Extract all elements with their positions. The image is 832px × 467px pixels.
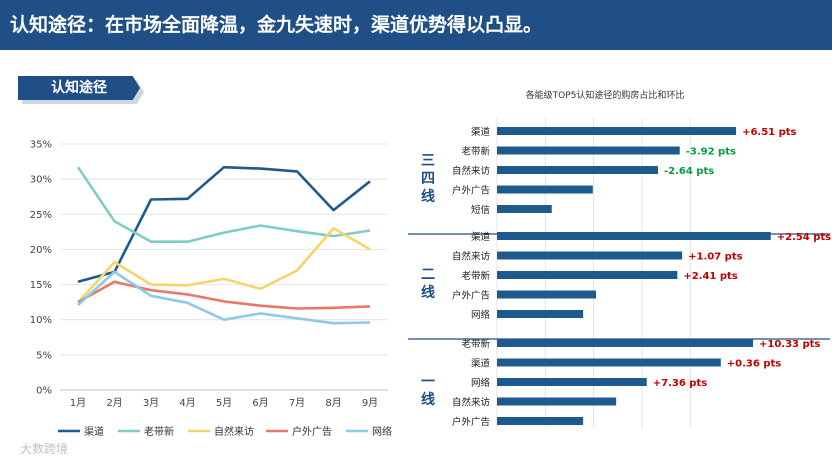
x-tick-label: 4月 bbox=[179, 397, 195, 409]
bar bbox=[497, 127, 737, 135]
bar-change-label: +2.54 pts bbox=[777, 232, 831, 243]
x-tick-label: 8月 bbox=[325, 397, 341, 409]
x-tick-label: 2月 bbox=[106, 397, 122, 409]
bar bbox=[497, 232, 771, 240]
page-title: 认知途径：在市场全面降温，金九失速时，渠道优势得以凸显。 bbox=[10, 14, 543, 36]
bar bbox=[497, 417, 584, 425]
legend-label: 渠道 bbox=[84, 425, 104, 438]
x-tick-label: 1月 bbox=[70, 397, 86, 409]
bar-change-label: -2.64 pts bbox=[664, 166, 714, 177]
bar-category-label: 短信 bbox=[471, 204, 490, 216]
series-line-渠道 bbox=[77, 165, 371, 284]
group-label: 二线 bbox=[421, 267, 435, 301]
bar bbox=[497, 358, 721, 367]
bar-change-label: +2.41 pts bbox=[683, 271, 737, 282]
group-label: 三四线 bbox=[421, 153, 435, 205]
bar bbox=[497, 290, 597, 299]
page-header: 认知途径：在市场全面降温，金九失速时，渠道优势得以凸显。 bbox=[0, 0, 832, 50]
bar bbox=[497, 310, 584, 318]
bar-category-label: 网络 bbox=[471, 377, 491, 389]
watermark-text: 大数跨境 bbox=[20, 442, 69, 456]
bar-category-label: 自然来访 bbox=[452, 251, 491, 263]
bar-category-label: 自然来访 bbox=[452, 165, 491, 177]
bar bbox=[497, 185, 593, 194]
bar bbox=[497, 166, 658, 174]
series-line-自然来访 bbox=[77, 227, 371, 304]
series-line-网络 bbox=[77, 270, 371, 325]
y-tick-label: 15% bbox=[30, 280, 52, 291]
y-tick-label: 20% bbox=[30, 245, 52, 256]
bar bbox=[497, 205, 552, 213]
bar bbox=[497, 397, 617, 406]
bar-category-label: 自然来访 bbox=[452, 397, 491, 409]
bar-change-label: +10.33 pts bbox=[759, 339, 820, 350]
x-tick-label: 6月 bbox=[252, 397, 268, 409]
section-tag: 认知途径 bbox=[18, 76, 144, 104]
bar-category-label: 老带新 bbox=[461, 146, 490, 158]
y-tick-label: 35% bbox=[30, 140, 52, 151]
group-label: 一线 bbox=[421, 374, 435, 408]
legend-label: 自然来访 bbox=[214, 425, 254, 438]
x-tick-label: 3月 bbox=[143, 397, 159, 409]
y-tick-label: 30% bbox=[30, 175, 52, 186]
bar-category-label: 户外广告 bbox=[452, 290, 490, 302]
legend-label: 老带新 bbox=[144, 425, 174, 438]
bar-change-label: +7.36 pts bbox=[653, 378, 707, 389]
bar-category-label: 渠道 bbox=[471, 358, 491, 370]
bar-category-label: 户外广告 bbox=[452, 185, 490, 197]
y-tick-label: 0% bbox=[36, 386, 52, 397]
bar-category-label: 老带新 bbox=[461, 338, 490, 350]
y-tick-label: 5% bbox=[36, 350, 52, 361]
line-chart: 0% 5% 10% 15% 20% 25% 30% 35% 1月 2月 3月 4月 5月 6月 7月 8月 9月… bbox=[30, 140, 392, 439]
bar-category-label: 网络 bbox=[471, 309, 491, 321]
bar bbox=[497, 251, 683, 260]
bar-change-label: +0.36 pts bbox=[727, 359, 781, 370]
bar bbox=[497, 271, 678, 279]
section-tag-label: 认知途径 bbox=[18, 76, 140, 100]
bar-category-label: 户外广告 bbox=[452, 416, 490, 428]
y-tick-label: 25% bbox=[30, 210, 52, 221]
legend-label: 户外广告 bbox=[292, 425, 332, 438]
bar-change-label: +1.07 pts bbox=[688, 252, 742, 263]
y-tick-label: 10% bbox=[30, 315, 52, 326]
bar bbox=[497, 339, 753, 347]
bar-category-label: 渠道 bbox=[471, 126, 491, 138]
series-line-户外广告 bbox=[77, 280, 371, 310]
x-tick-label: 7月 bbox=[289, 397, 305, 409]
bar-chart-title: 各能级TOP5认知途径的购房占比和环比 bbox=[525, 91, 685, 101]
bar-change-label: -3.92 pts bbox=[686, 147, 736, 158]
bar bbox=[497, 378, 647, 386]
bar-category-label: 渠道 bbox=[471, 231, 491, 243]
series-line-老带新 bbox=[76, 166, 371, 243]
bar-change-label: +6.51 pts bbox=[742, 127, 796, 138]
bar bbox=[497, 146, 680, 155]
legend-label: 网络 bbox=[372, 425, 392, 438]
x-tick-label: 9月 bbox=[362, 397, 378, 409]
x-tick-label: 5月 bbox=[216, 397, 232, 409]
bar-category-label: 老带新 bbox=[461, 270, 490, 282]
